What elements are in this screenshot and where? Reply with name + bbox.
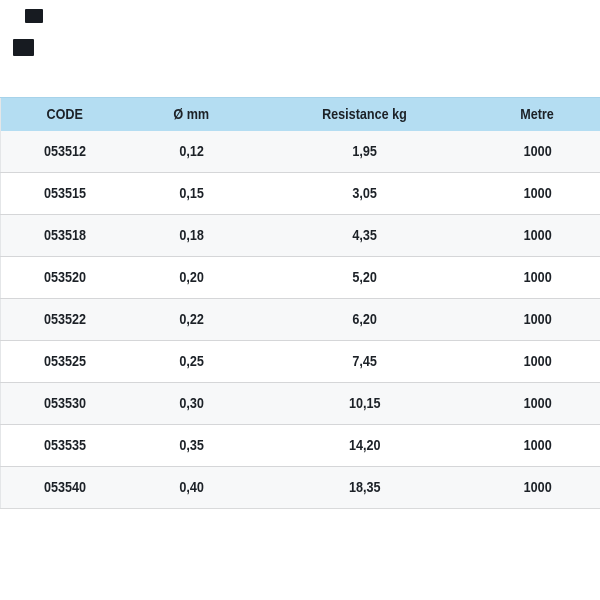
table-row: 053520 0,20 5,20 1000: [0, 256, 600, 299]
cell-diameter: 0,25: [128, 340, 255, 383]
cell-metre: 1000: [474, 340, 600, 383]
cell-code: 053522: [0, 298, 129, 341]
spec-table: CODE Ø mm Resistance kg Metre 053512 0,1…: [0, 97, 600, 509]
cell-resistance-value: 4,35: [352, 226, 377, 244]
cell-code-value: 053522: [43, 310, 86, 328]
column-header-code-label: CODE: [46, 105, 83, 123]
cell-code: 053525: [0, 340, 129, 383]
cell-metre-value: 1000: [523, 184, 552, 202]
cell-diameter-value: 0,35: [179, 436, 204, 454]
cell-diameter-value: 0,20: [179, 268, 204, 286]
table-row: 053530 0,30 10,15 1000: [0, 382, 600, 425]
cell-metre-value: 1000: [523, 226, 552, 244]
column-header-code: CODE: [0, 97, 129, 131]
table-row: 053525 0,25 7,45 1000: [0, 340, 600, 383]
cell-metre: 1000: [474, 256, 600, 299]
cell-diameter-value: 0,12: [179, 142, 204, 160]
cell-diameter-value: 0,18: [179, 226, 204, 244]
cell-metre: 1000: [474, 172, 600, 215]
column-header-metre: Metre: [474, 97, 600, 131]
cell-resistance-value: 5,20: [352, 268, 377, 286]
image-fragment-bottom: [13, 39, 34, 56]
cell-resistance-value: 14,20: [348, 436, 381, 454]
cell-code-value: 053530: [43, 394, 86, 412]
cell-metre: 1000: [474, 131, 600, 173]
table-row: 053522 0,22 6,20 1000: [0, 298, 600, 341]
header-row: CODE Ø mm Resistance kg Metre: [0, 97, 600, 131]
cell-code: 053535: [0, 424, 129, 467]
cell-resistance-value: 10,15: [348, 394, 381, 412]
cell-metre: 1000: [474, 466, 600, 509]
cell-code: 053515: [0, 172, 129, 215]
cell-resistance: 3,05: [254, 172, 475, 215]
cell-code: 053518: [0, 214, 129, 257]
cell-diameter: 0,15: [128, 172, 255, 215]
cell-diameter: 0,12: [128, 131, 255, 173]
cell-resistance: 4,35: [254, 214, 475, 257]
cell-resistance-value: 6,20: [352, 310, 377, 328]
cell-code: 053530: [0, 382, 129, 425]
table-row: 053512 0,12 1,95 1000: [0, 131, 600, 173]
cell-code-value: 053520: [43, 268, 86, 286]
cell-diameter-value: 0,15: [179, 184, 204, 202]
table-row: 053518 0,18 4,35 1000: [0, 214, 600, 257]
cell-resistance: 5,20: [254, 256, 475, 299]
column-header-resistance-label: Resistance kg: [322, 105, 407, 123]
cell-resistance-value: 7,45: [352, 352, 377, 370]
cell-resistance: 18,35: [254, 466, 475, 509]
cell-metre: 1000: [474, 298, 600, 341]
cell-diameter-value: 0,40: [179, 478, 204, 496]
column-header-diameter-label: Ø mm: [173, 105, 210, 123]
column-header-diameter: Ø mm: [128, 97, 255, 131]
cell-code: 053512: [0, 131, 129, 173]
column-header-metre-label: Metre: [520, 105, 555, 123]
cell-resistance-value: 18,35: [348, 478, 381, 496]
cell-metre-value: 1000: [523, 436, 552, 454]
cell-diameter: 0,30: [128, 382, 255, 425]
cell-diameter: 0,40: [128, 466, 255, 509]
cell-code-value: 053512: [43, 142, 86, 160]
cell-resistance: 10,15: [254, 382, 475, 425]
table-row: 053515 0,15 3,05 1000: [0, 172, 600, 215]
cell-code: 053520: [0, 256, 129, 299]
column-header-resistance: Resistance kg: [254, 97, 475, 131]
cell-code-value: 053535: [43, 436, 86, 454]
cell-code: 053540: [0, 466, 129, 509]
cell-metre-value: 1000: [523, 310, 552, 328]
cell-metre: 1000: [474, 382, 600, 425]
cell-metre: 1000: [474, 424, 600, 467]
cell-metre-value: 1000: [523, 142, 552, 160]
cell-diameter: 0,20: [128, 256, 255, 299]
image-fragment-top: [25, 9, 43, 23]
cell-code-value: 053525: [43, 352, 86, 370]
cell-diameter: 0,35: [128, 424, 255, 467]
table-row: 053535 0,35 14,20 1000: [0, 424, 600, 467]
cell-code-value: 053518: [43, 226, 86, 244]
cell-diameter-value: 0,22: [179, 310, 204, 328]
cell-resistance: 1,95: [254, 131, 475, 173]
cell-diameter: 0,22: [128, 298, 255, 341]
cell-resistance-value: 3,05: [352, 184, 377, 202]
cell-metre-value: 1000: [523, 268, 552, 286]
cell-code-value: 053515: [43, 184, 86, 202]
cell-resistance: 7,45: [254, 340, 475, 383]
cell-diameter-value: 0,25: [179, 352, 204, 370]
cell-diameter-value: 0,30: [179, 394, 204, 412]
cell-resistance: 14,20: [254, 424, 475, 467]
cell-resistance: 6,20: [254, 298, 475, 341]
cell-metre-value: 1000: [523, 394, 552, 412]
cell-metre-value: 1000: [523, 352, 552, 370]
cell-resistance-value: 1,95: [352, 142, 377, 160]
cell-diameter: 0,18: [128, 214, 255, 257]
cell-metre: 1000: [474, 214, 600, 257]
cell-code-value: 053540: [43, 478, 86, 496]
table-row: 053540 0,40 18,35 1000: [0, 466, 600, 509]
cell-metre-value: 1000: [523, 478, 552, 496]
